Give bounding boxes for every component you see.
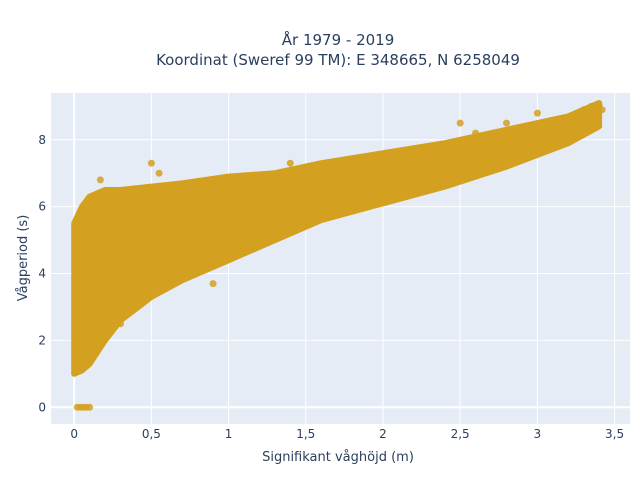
x-tick-label: 0 (70, 427, 78, 441)
chart-title-line2: Koordinat (Sweref 99 TM): E 348665, N 62… (156, 51, 520, 69)
y-axis-ticks: 0 2 4 6 8 (38, 133, 46, 414)
y-tick-label: 6 (38, 200, 46, 214)
y-tick-label: 8 (38, 133, 46, 147)
scatter-point (78, 229, 86, 237)
x-tick-label: 1 (225, 427, 233, 441)
scatter-point (595, 101, 603, 109)
scatter-point (503, 119, 510, 127)
y-tick-label: 4 (38, 267, 46, 281)
y-tick-label: 2 (38, 333, 46, 347)
scatter-point (580, 106, 588, 114)
x-axis-ticks: 0 0,5 1 1,5 2 2,5 3 3,5 (70, 427, 624, 441)
scatter-point (533, 109, 541, 117)
x-tick-label: 3,5 (605, 427, 624, 441)
scatter-point (147, 159, 155, 167)
scatter-point (86, 403, 94, 411)
scatter-point (117, 320, 124, 328)
scatter-point (286, 159, 294, 167)
scatter-point (587, 102, 595, 110)
scatter-point (209, 280, 217, 288)
x-tick-label: 2 (379, 427, 387, 441)
x-axis-title: Signifikant våghöjd (m) (262, 450, 414, 465)
y-tick-label: 0 (38, 400, 46, 414)
x-tick-label: 0,5 (142, 427, 161, 441)
scatter-point (96, 176, 104, 184)
x-tick-label: 1,5 (296, 427, 315, 441)
scatter-point (472, 129, 480, 137)
y-axis-title: Vågperiod (s) (16, 215, 31, 302)
x-tick-label: 2,5 (451, 427, 470, 441)
x-tick-label: 3 (534, 427, 542, 441)
scatter-point (73, 223, 81, 231)
scatter-point (456, 119, 464, 127)
chart-title-line1: År 1979 - 2019 (282, 30, 395, 49)
scatter-point (155, 169, 163, 177)
scatter-point (598, 106, 606, 114)
scatter-points (73, 101, 606, 411)
scatter-point (557, 116, 564, 124)
